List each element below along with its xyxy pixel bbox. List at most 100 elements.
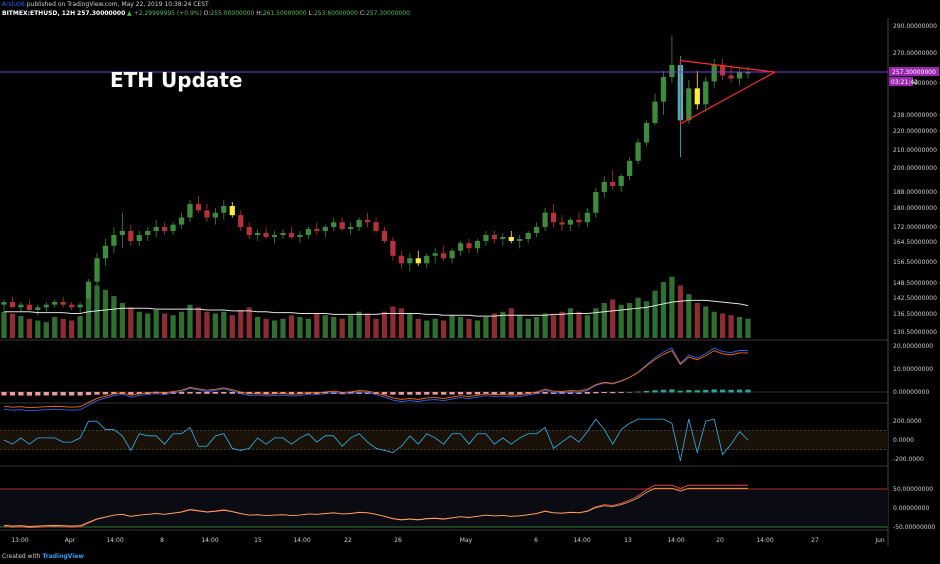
candle-body bbox=[35, 307, 41, 310]
macd-histogram-bar bbox=[593, 392, 599, 394]
macd-histogram-bar bbox=[550, 392, 557, 394]
price-axis-bg bbox=[888, 0, 940, 546]
volume-bar bbox=[677, 285, 683, 338]
candle-body bbox=[593, 192, 599, 213]
candle-body bbox=[322, 227, 328, 231]
price-tick-label: 172.00000000 bbox=[893, 224, 937, 231]
macd-histogram-bar bbox=[643, 390, 650, 393]
candle-body bbox=[85, 281, 92, 305]
macd-histogram-bar bbox=[60, 392, 66, 396]
footer: Created with TradingView bbox=[2, 553, 84, 560]
candle-body bbox=[466, 243, 472, 249]
volume-bar bbox=[1, 311, 7, 338]
candle-body bbox=[610, 182, 616, 186]
volume-bar bbox=[229, 315, 235, 338]
symbol-name[interactable]: BITMEX:ETHUSD, 12H bbox=[2, 10, 76, 17]
macd-histogram-bar bbox=[584, 392, 590, 394]
volume-bar bbox=[652, 290, 658, 338]
volume-bar bbox=[559, 311, 565, 338]
candle-body bbox=[432, 253, 438, 256]
cci-line bbox=[3, 418, 749, 461]
macd-histogram-bar bbox=[271, 392, 278, 395]
candle-body bbox=[348, 227, 354, 229]
candle-body bbox=[94, 258, 100, 282]
price-tick-label: 148.50000000 bbox=[893, 280, 937, 287]
author-link[interactable]: Arslu06 bbox=[2, 1, 25, 8]
macd-histogram-bar bbox=[356, 392, 362, 394]
macd-histogram-bar bbox=[618, 392, 624, 393]
macd-histogram-bar bbox=[204, 392, 210, 394]
candle-body bbox=[457, 243, 464, 251]
time-tick-label: May bbox=[460, 537, 473, 544]
macd-histogram-bar bbox=[703, 389, 709, 393]
candle-body bbox=[669, 65, 675, 77]
volume-bar bbox=[432, 318, 438, 338]
cci-tick-label: 200.0000 bbox=[893, 418, 922, 425]
candle-body bbox=[415, 258, 421, 264]
price-change: ▲ +2.29999995 (+0.9%) bbox=[127, 10, 202, 17]
time-tick-label: 6 bbox=[534, 537, 538, 544]
candle-body bbox=[390, 241, 396, 256]
volume-bar bbox=[466, 318, 472, 338]
candle-body bbox=[525, 233, 531, 239]
volume-bar bbox=[221, 311, 227, 338]
candle-body bbox=[314, 229, 320, 231]
candle-body bbox=[119, 231, 125, 235]
tradingview-logo[interactable]: TradingView bbox=[42, 553, 84, 560]
macd-histogram-bar bbox=[305, 392, 311, 395]
candle-body bbox=[584, 212, 590, 223]
volume-bar bbox=[703, 306, 709, 338]
price-tick-label: 164.50000000 bbox=[893, 239, 937, 246]
candle-body bbox=[567, 219, 574, 225]
candle-body bbox=[111, 235, 117, 246]
low-value: 253.60000000 bbox=[313, 10, 358, 17]
macd-histogram-bar bbox=[652, 390, 658, 393]
macd-histogram-bar bbox=[136, 392, 142, 395]
volume-bar bbox=[635, 297, 641, 338]
macd-histogram-bar bbox=[187, 392, 193, 394]
volume-bar bbox=[314, 313, 320, 338]
volume-bar bbox=[212, 313, 218, 338]
candle-body bbox=[720, 65, 726, 76]
volume-bar bbox=[415, 318, 421, 338]
volume-bar bbox=[60, 318, 66, 338]
volume-bar bbox=[43, 322, 49, 338]
candle-body bbox=[212, 212, 218, 218]
macd-histogram-bar bbox=[238, 392, 244, 395]
open-label: O: bbox=[203, 10, 211, 17]
candle-body bbox=[60, 302, 66, 305]
macd-histogram-bar bbox=[263, 392, 269, 395]
macd-histogram-bar bbox=[322, 392, 328, 395]
macd-histogram-bar bbox=[534, 392, 540, 395]
candle-body bbox=[703, 81, 709, 105]
volume-bar bbox=[85, 298, 92, 338]
time-tick-label: 26 bbox=[394, 537, 402, 544]
macd-histogram-bar bbox=[18, 392, 24, 396]
close-label: C: bbox=[359, 10, 367, 17]
volume-bar bbox=[643, 301, 650, 338]
time-tick-label: 14:00 bbox=[573, 537, 590, 544]
macd-histogram-bar bbox=[381, 392, 388, 395]
volume-bar bbox=[567, 308, 574, 338]
candle-body bbox=[297, 235, 303, 237]
candle-body bbox=[187, 204, 193, 218]
time-tick-label: 13 bbox=[624, 537, 632, 544]
volume-bar bbox=[373, 318, 379, 338]
stoch-d-line bbox=[3, 487, 748, 527]
volume-bar bbox=[686, 294, 692, 338]
candle-body bbox=[305, 229, 311, 235]
candle-body bbox=[1, 302, 7, 305]
volume-bar bbox=[238, 310, 244, 338]
volume-bar bbox=[364, 313, 371, 338]
price-tick-label: 238.00000000 bbox=[893, 112, 937, 119]
countdown-badge bbox=[889, 77, 913, 87]
volume-bar bbox=[407, 313, 413, 338]
volume-bar bbox=[491, 313, 497, 338]
volume-bar bbox=[593, 308, 599, 338]
price-tick-label: 136.50000000 bbox=[893, 311, 937, 318]
volume-ma-line bbox=[4, 299, 749, 317]
time-tick-label: 14:00 bbox=[293, 537, 310, 544]
macd-histogram-bar bbox=[85, 392, 92, 396]
macd-histogram-bar bbox=[576, 392, 582, 394]
